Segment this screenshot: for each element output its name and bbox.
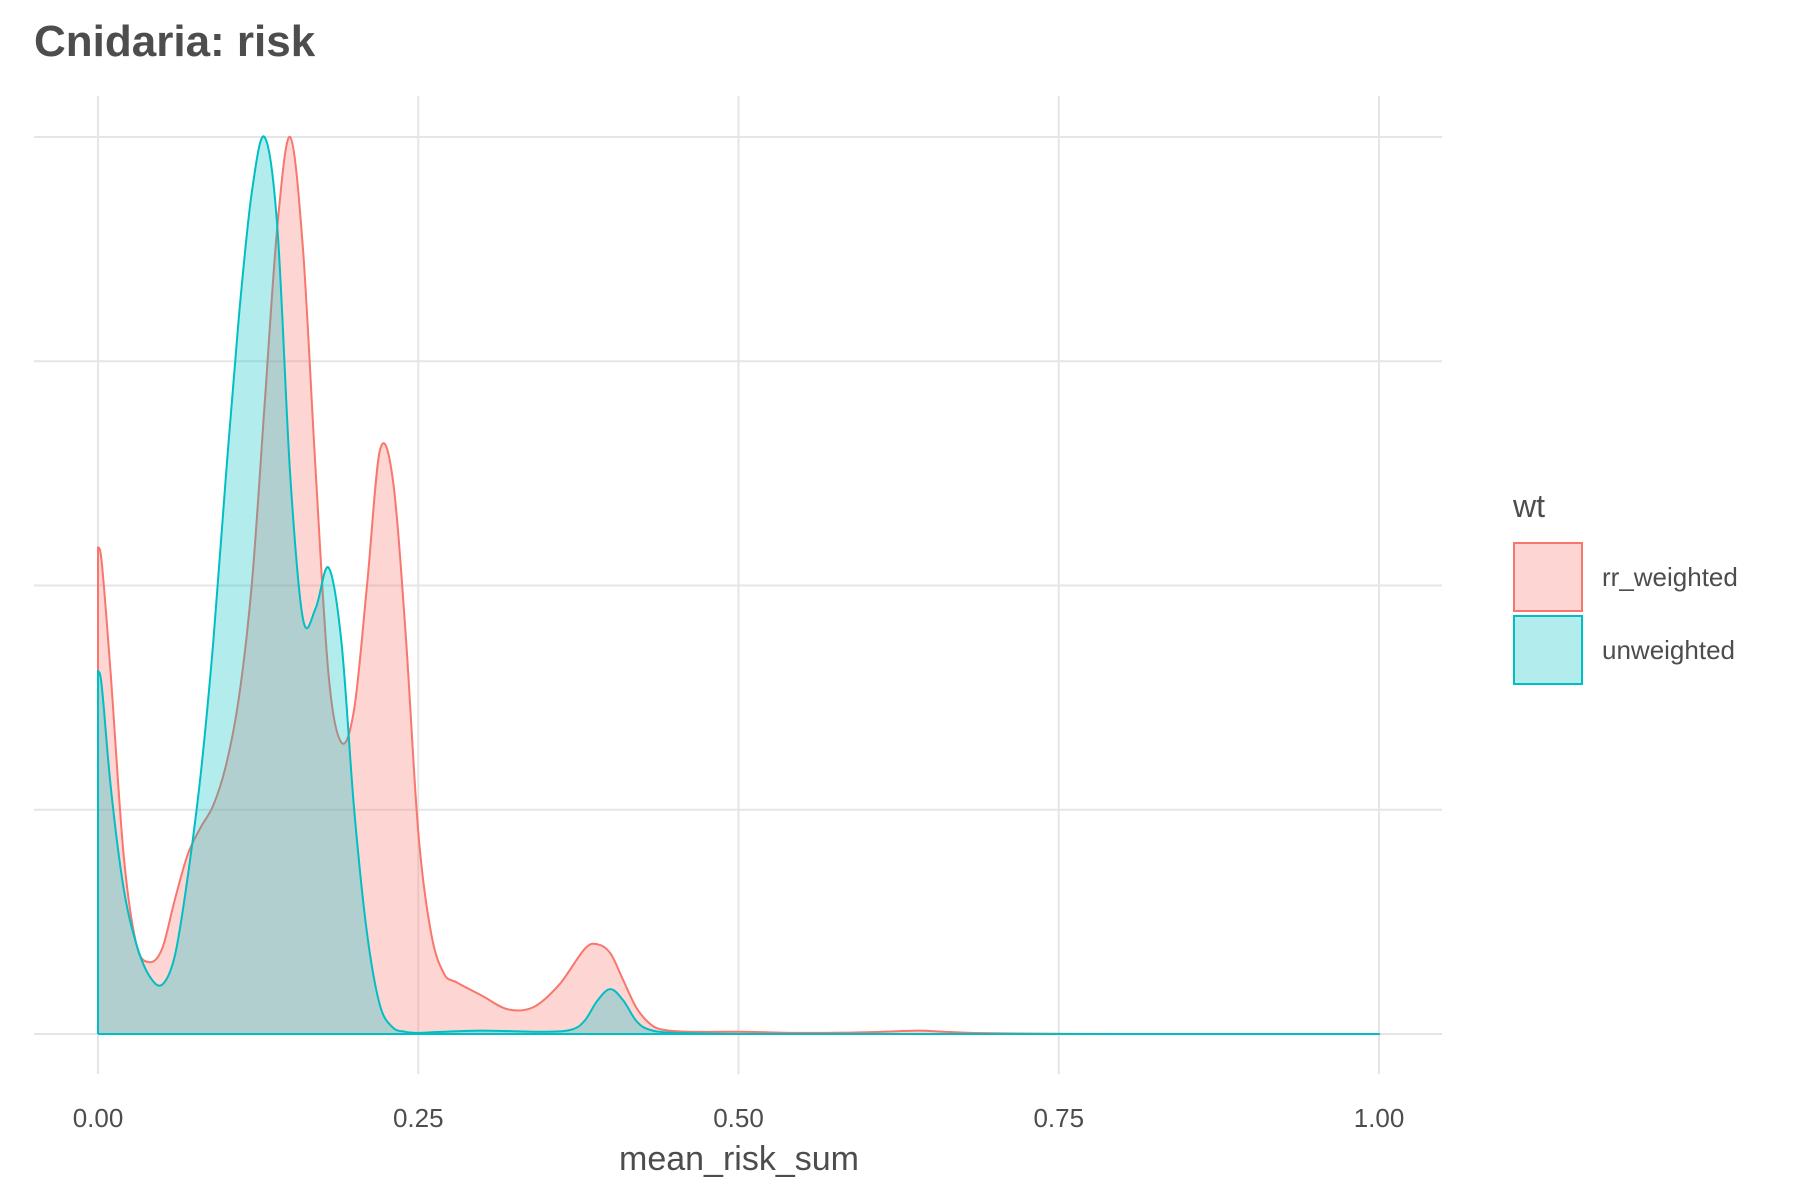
density-area-unweighted bbox=[98, 136, 1379, 1034]
legend-title: wt bbox=[1512, 488, 1545, 524]
x-axis-tick-labels: 0.00 0.25 0.50 0.75 1.00 bbox=[73, 1103, 1405, 1133]
legend-label-rr-weighted: rr_weighted bbox=[1602, 562, 1738, 592]
density-area-rr-weighted bbox=[98, 136, 1379, 1034]
legend-key-unweighted bbox=[1513, 615, 1583, 685]
density-line-unweighted bbox=[97, 135, 1380, 1036]
legend: wt rr_weighted unweighted bbox=[1512, 488, 1738, 685]
x-tick-label: 1.00 bbox=[1354, 1103, 1405, 1133]
density-line-rr-weighted bbox=[97, 135, 1380, 1036]
legend-label-unweighted: unweighted bbox=[1602, 635, 1735, 665]
chart-title: Cnidaria: risk bbox=[34, 17, 316, 66]
x-tick-label: 0.75 bbox=[1033, 1103, 1084, 1133]
x-tick-label: 0.00 bbox=[73, 1103, 124, 1133]
legend-key-rr-weighted bbox=[1513, 542, 1583, 612]
x-tick-label: 0.50 bbox=[713, 1103, 764, 1133]
x-tick-label: 0.25 bbox=[393, 1103, 444, 1133]
density-series bbox=[97, 135, 1380, 1036]
x-axis-title: mean_risk_sum bbox=[619, 1140, 859, 1178]
